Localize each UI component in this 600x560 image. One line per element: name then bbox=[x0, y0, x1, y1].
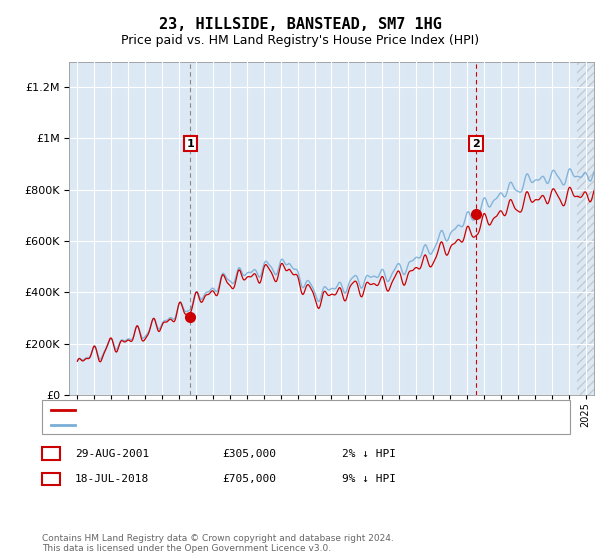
Text: 9% ↓ HPI: 9% ↓ HPI bbox=[342, 474, 396, 484]
Text: Contains HM Land Registry data © Crown copyright and database right 2024.
This d: Contains HM Land Registry data © Crown c… bbox=[42, 534, 394, 553]
Text: 1: 1 bbox=[47, 449, 55, 459]
Text: Price paid vs. HM Land Registry's House Price Index (HPI): Price paid vs. HM Land Registry's House … bbox=[121, 34, 479, 46]
Text: 2: 2 bbox=[472, 139, 480, 148]
Text: 2% ↓ HPI: 2% ↓ HPI bbox=[342, 449, 396, 459]
Text: £705,000: £705,000 bbox=[222, 474, 276, 484]
Text: £305,000: £305,000 bbox=[222, 449, 276, 459]
Text: 18-JUL-2018: 18-JUL-2018 bbox=[75, 474, 149, 484]
Text: 2: 2 bbox=[47, 474, 55, 484]
Text: HPI: Average price, detached house, Reigate and Banstead: HPI: Average price, detached house, Reig… bbox=[81, 419, 410, 430]
Text: 1: 1 bbox=[187, 139, 194, 148]
Text: 23, HILLSIDE, BANSTEAD, SM7 1HG: 23, HILLSIDE, BANSTEAD, SM7 1HG bbox=[158, 17, 442, 32]
Text: 23, HILLSIDE, BANSTEAD, SM7 1HG (detached house): 23, HILLSIDE, BANSTEAD, SM7 1HG (detache… bbox=[81, 405, 380, 415]
Text: 29-AUG-2001: 29-AUG-2001 bbox=[75, 449, 149, 459]
